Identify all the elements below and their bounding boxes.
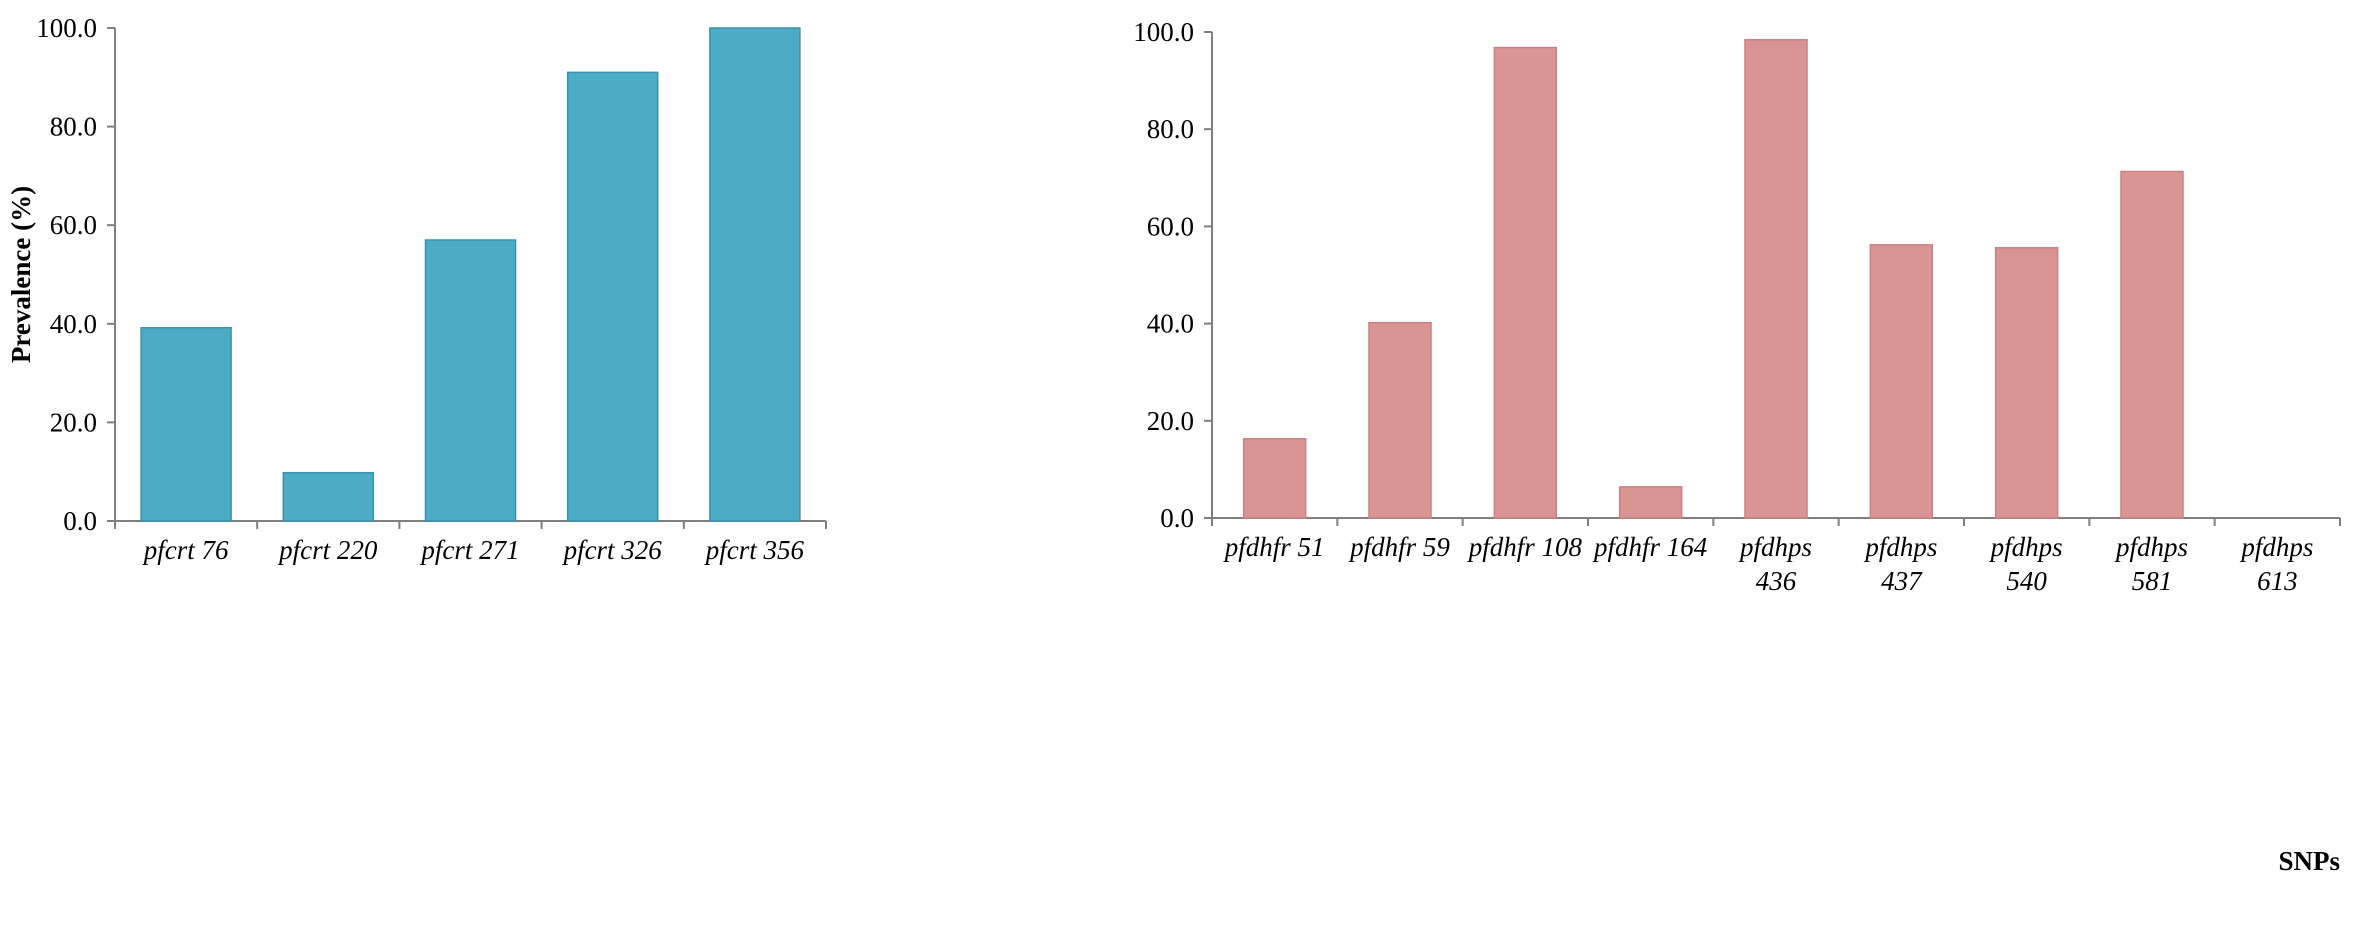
y-tick-label: 100.0 [1133, 17, 1194, 47]
category-label: pfdhfr 108 [1467, 532, 1583, 562]
category-label: pfcrt 271 [419, 535, 519, 565]
category-label: 436 [1756, 566, 1797, 596]
y-tick-label: 60.0 [50, 210, 97, 240]
bar [1368, 321, 1432, 519]
bar [1242, 438, 1307, 519]
category-label: pfdhps [2114, 532, 2188, 562]
y-tick-label: 80.0 [50, 112, 97, 142]
y-tick-label: 60.0 [1147, 211, 1194, 241]
bar [1493, 46, 1558, 519]
y-tick-label: 20.0 [1147, 406, 1194, 436]
bar [2120, 170, 2184, 519]
category-label: pfdhps [1863, 532, 1937, 562]
category-label: 540 [2006, 566, 2047, 596]
y-tick-label: 40.0 [50, 309, 97, 339]
category-label: 613 [2257, 566, 2298, 596]
category-label: pfdhfr 164 [1592, 532, 1707, 562]
category-label: pfdhfr 59 [1348, 532, 1450, 562]
category-label: pfdhps [2239, 532, 2313, 562]
category-label: pfdhfr 51 [1223, 532, 1325, 562]
category-label: pfdhps [1738, 532, 1812, 562]
bar [282, 471, 375, 522]
y-axis-title: Prevalence (%) [6, 186, 36, 363]
category-label: pfcrt 326 [562, 535, 663, 565]
category-label: pfcrt 220 [277, 535, 378, 565]
bar [709, 27, 801, 522]
category-label: pfcrt 76 [142, 535, 229, 565]
category-label: pfcrt 356 [704, 535, 805, 565]
y-tick-label: 40.0 [1147, 309, 1194, 339]
bar [1994, 247, 2059, 519]
category-label: pfdhps [1989, 532, 2063, 562]
y-tick-label: 0.0 [63, 506, 97, 536]
y-tick-label: 20.0 [50, 407, 97, 437]
y-tick-label: 80.0 [1147, 114, 1194, 144]
bar [1618, 486, 1683, 519]
bar [566, 71, 659, 522]
y-tick-label: 100.0 [36, 13, 97, 43]
bar [1869, 244, 1934, 519]
bar [424, 239, 517, 522]
bar [1744, 39, 1808, 519]
y-tick-label: 0.0 [1160, 503, 1194, 533]
bar [140, 326, 232, 522]
category-label: 581 [2132, 566, 2173, 596]
x-axis-title: SNPs [2278, 846, 2340, 876]
category-label: 437 [1881, 566, 1923, 596]
